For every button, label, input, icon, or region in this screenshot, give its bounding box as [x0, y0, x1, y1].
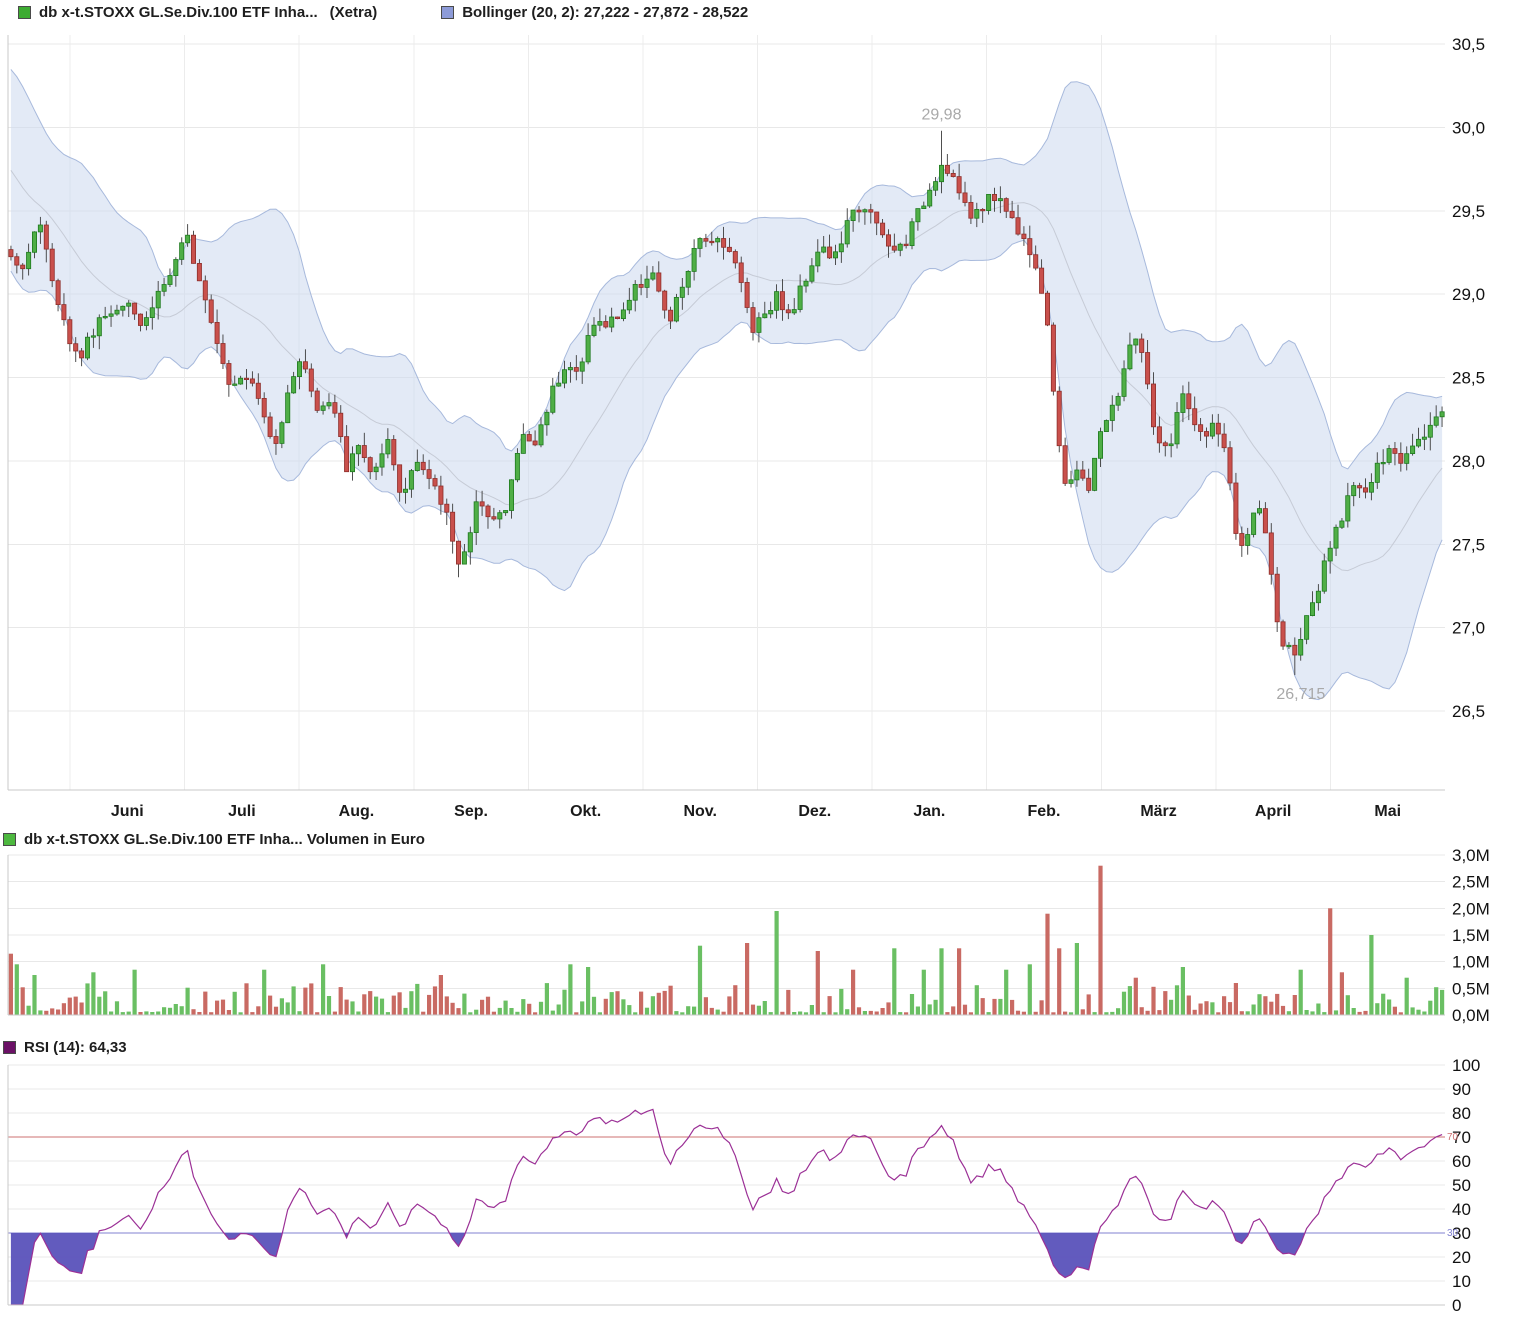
svg-text:30,0: 30,0 [1452, 118, 1485, 137]
svg-text:März: März [1140, 803, 1176, 820]
svg-text:Juli: Juli [228, 803, 256, 820]
svg-text:27,5: 27,5 [1452, 535, 1485, 554]
svg-text:50: 50 [1452, 1176, 1471, 1195]
price-series-title: db x-t.STOXX GL.Se.Div.100 ETF Inha... [39, 4, 318, 21]
price-series-swatch-icon [18, 6, 31, 19]
svg-text:1,5M: 1,5M [1452, 926, 1490, 945]
svg-text:29,0: 29,0 [1452, 285, 1485, 304]
svg-text:60: 60 [1452, 1152, 1471, 1171]
svg-text:30: 30 [1447, 1228, 1459, 1239]
svg-text:2,5M: 2,5M [1452, 873, 1490, 892]
svg-text:28,5: 28,5 [1452, 369, 1485, 388]
rsi-title: RSI (14): 64,33 [24, 1039, 127, 1056]
svg-text:28,0: 28,0 [1452, 452, 1485, 471]
svg-text:30,5: 30,5 [1452, 35, 1485, 54]
svg-text:0,5M: 0,5M [1452, 979, 1490, 998]
svg-text:70: 70 [1452, 1128, 1471, 1147]
svg-text:80: 80 [1452, 1104, 1471, 1123]
volume-legend: db x-t.STOXX GL.Se.Div.100 ETF Inha... V… [3, 831, 425, 848]
svg-text:40: 40 [1452, 1200, 1471, 1219]
price-series-exchange: (Xetra) [329, 4, 378, 21]
svg-text:Mai: Mai [1374, 803, 1401, 820]
rsi-legend: RSI (14): 64,33 [3, 1039, 127, 1056]
svg-text:29,98: 29,98 [921, 107, 961, 124]
svg-text:3,0M: 3,0M [1452, 846, 1490, 865]
svg-text:10: 10 [1452, 1272, 1471, 1291]
svg-text:2,0M: 2,0M [1452, 899, 1490, 918]
svg-text:20: 20 [1452, 1248, 1471, 1267]
price-legend: db x-t.STOXX GL.Se.Div.100 ETF Inha... (… [18, 4, 748, 21]
svg-text:Jan.: Jan. [913, 803, 945, 820]
svg-text:April: April [1255, 803, 1291, 820]
svg-text:Feb.: Feb. [1028, 803, 1061, 820]
rsi-swatch-icon [3, 1041, 16, 1054]
svg-text:30: 30 [1452, 1224, 1471, 1243]
svg-text:Okt.: Okt. [570, 803, 601, 820]
svg-text:26,5: 26,5 [1452, 702, 1485, 721]
svg-text:1,0M: 1,0M [1452, 953, 1490, 972]
svg-text:100: 100 [1452, 1056, 1480, 1075]
volume-series-swatch-icon [3, 833, 16, 846]
svg-text:Sep.: Sep. [454, 803, 488, 820]
svg-text:Nov.: Nov. [683, 803, 716, 820]
svg-text:90: 90 [1452, 1080, 1471, 1099]
svg-text:29,5: 29,5 [1452, 202, 1485, 221]
svg-text:Juni: Juni [111, 803, 144, 820]
bollinger-swatch-icon [441, 6, 455, 19]
svg-text:70: 70 [1447, 1132, 1459, 1143]
svg-text:Dez.: Dez. [798, 803, 831, 820]
volume-series-title: db x-t.STOXX GL.Se.Div.100 ETF Inha... V… [24, 831, 425, 848]
svg-text:Aug.: Aug. [339, 803, 375, 820]
svg-text:26,715: 26,715 [1276, 686, 1325, 703]
svg-text:27,0: 27,0 [1452, 619, 1485, 638]
svg-text:0,0M: 0,0M [1452, 1006, 1490, 1025]
bollinger-label: Bollinger (20, 2): 27,222 - 27,872 - 28,… [462, 4, 749, 21]
svg-text:0: 0 [1452, 1296, 1461, 1315]
